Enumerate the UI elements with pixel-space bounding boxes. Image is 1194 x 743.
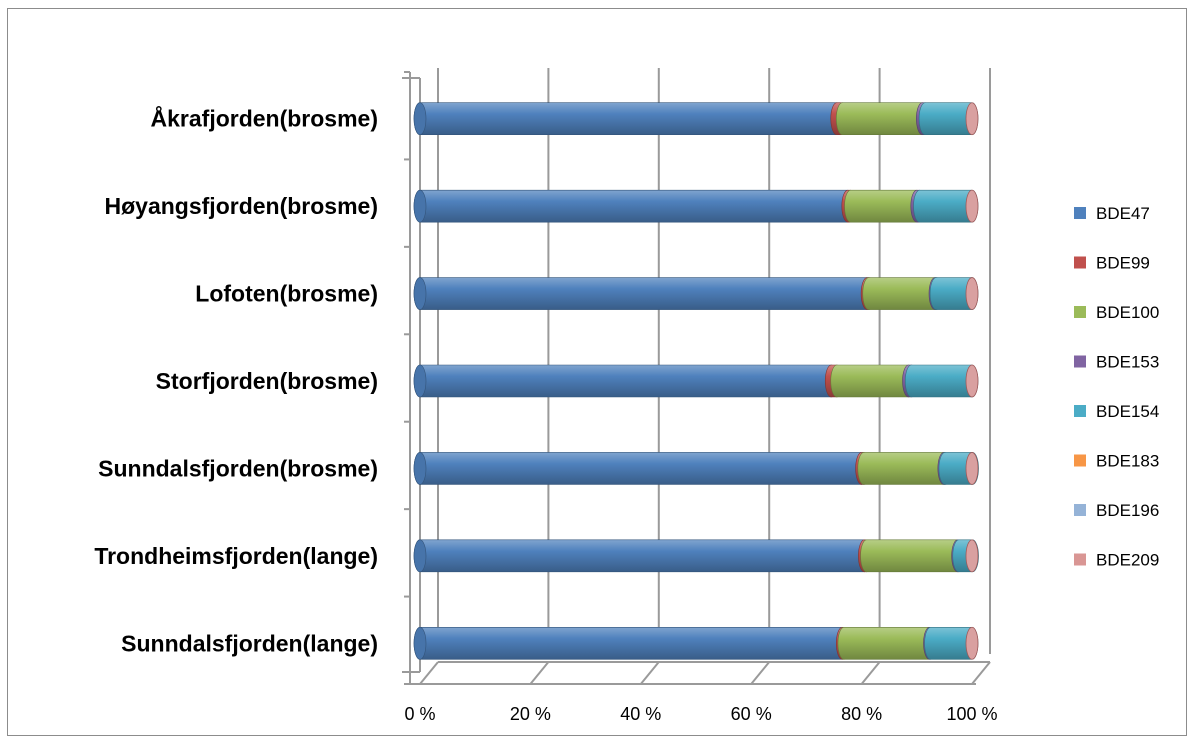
bar-end-cap xyxy=(965,626,979,660)
x-tick-label: 20 % xyxy=(510,704,551,724)
legend-swatch-bde100 xyxy=(1074,306,1086,318)
bar-start-cap xyxy=(413,277,427,310)
x-tick-label: 60 % xyxy=(731,704,772,724)
category-label: Lofoten(brosme) xyxy=(195,281,378,307)
legend-swatch-bde99 xyxy=(1074,256,1086,269)
bar-end-cap xyxy=(965,189,979,223)
legend-label-bde196: BDE196 xyxy=(1096,501,1159,520)
bar-end-cap xyxy=(965,452,979,485)
legend-swatch-bde153 xyxy=(1074,355,1086,368)
legend-label-bde183: BDE183 xyxy=(1096,452,1159,471)
legend-swatch-bde196 xyxy=(1074,504,1086,516)
bar-end-cap xyxy=(965,102,979,136)
legend-swatch-bde154 xyxy=(1074,405,1086,417)
legend-swatch-bde183 xyxy=(1074,454,1086,467)
bar-segment-bde100 xyxy=(837,626,936,660)
x-tick-label: 80 % xyxy=(841,704,882,724)
bar-start-cap xyxy=(413,452,427,485)
bars xyxy=(413,102,979,660)
bar-segment-bde100 xyxy=(830,364,915,398)
bar-start-cap xyxy=(413,539,427,573)
category-label: Sunndalsfjorden(lange) xyxy=(121,630,378,656)
legend-swatch-bde209 xyxy=(1074,553,1086,566)
bar-segment-bde100 xyxy=(835,102,929,136)
bar-end-cap xyxy=(965,364,979,398)
bar-segment-bde47 xyxy=(413,626,849,660)
bar-start-cap xyxy=(413,626,427,660)
x-tick-label: 100 % xyxy=(946,704,997,724)
legend-label-bde100: BDE100 xyxy=(1096,303,1159,322)
bar-end-cap xyxy=(965,277,979,310)
bar-segment-bde100 xyxy=(857,452,951,485)
legend: BDE47 BDE99 BDE100 BDE153 BDE154 BDE183 BDE196… xyxy=(1074,204,1159,570)
bar-segment-bde47 xyxy=(413,102,844,136)
bar-segment-bde100 xyxy=(860,539,964,573)
legend-swatch-bde47 xyxy=(1074,207,1086,219)
category-label: Trondheimsfjorden(lange) xyxy=(94,543,378,569)
category-label: Storfjorden(brosme) xyxy=(156,368,378,394)
legend-label-bde209: BDE209 xyxy=(1096,551,1159,570)
legend-label-bde154: BDE154 xyxy=(1096,402,1159,421)
bar-segment-bde47 xyxy=(413,277,874,310)
x-tick-label: 40 % xyxy=(620,704,661,724)
bar-segment-bde47 xyxy=(413,364,838,398)
bar-end-cap xyxy=(965,539,979,573)
legend-label-bde47: BDE47 xyxy=(1096,204,1150,223)
legend-label-bde99: BDE99 xyxy=(1096,254,1150,273)
bar-start-cap xyxy=(413,189,427,223)
bar-start-cap xyxy=(413,102,427,136)
x-tick-label: 0 % xyxy=(404,704,435,724)
bar-segment-bde47 xyxy=(413,539,871,573)
labels: 0 % 20 % 40 % 60 % 80 % 100 % Åkrafjorden(bros… xyxy=(94,105,997,724)
bar-start-cap xyxy=(413,364,427,398)
category-label: Sunndalsfjorden(brosme) xyxy=(98,455,378,481)
category-label: Åkrafjorden(brosme) xyxy=(151,105,378,132)
bar-segment-bde47 xyxy=(413,189,855,223)
legend-label-bde153: BDE153 xyxy=(1096,353,1159,372)
category-label: Høyangsfjorden(brosme) xyxy=(105,193,378,219)
bar-segment-bde47 xyxy=(413,452,868,485)
